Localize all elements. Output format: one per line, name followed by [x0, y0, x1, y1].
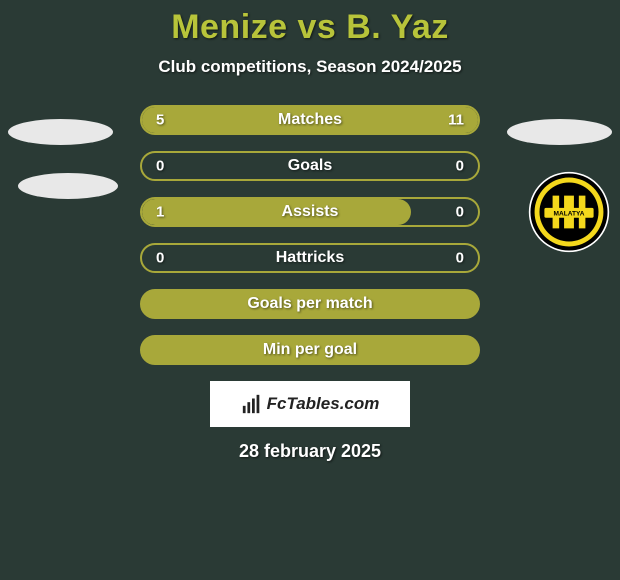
fctables-attribution: FcTables.com: [210, 381, 410, 427]
subtitle: Club competitions, Season 2024/2025: [0, 57, 620, 77]
stat-label: Min per goal: [142, 341, 478, 359]
stat-row: Goals per match: [140, 289, 480, 319]
stat-row: Min per goal: [140, 335, 480, 365]
stat-label: Assists: [142, 203, 478, 221]
fctables-label: FcTables.com: [267, 394, 380, 414]
club-logo-right: MALATYA: [528, 171, 610, 253]
stat-label: Hattricks: [142, 249, 478, 267]
stat-row: 511Matches: [140, 105, 480, 135]
malatya-logo-icon: MALATYA: [528, 171, 610, 253]
stat-row: 00Goals: [140, 151, 480, 181]
player-left-placeholder-1: [8, 119, 113, 145]
date-label: 28 february 2025: [0, 441, 620, 462]
page-title: Menize vs B. Yaz: [0, 0, 620, 47]
stat-label: Goals per match: [142, 295, 478, 313]
player-right-placeholder: [507, 119, 612, 145]
player-left-placeholder-2: [18, 173, 118, 199]
logo-text: MALATYA: [554, 210, 585, 217]
stat-label: Goals: [142, 157, 478, 175]
stat-label: Matches: [142, 111, 478, 129]
stat-bars: 511Matches 00Goals 10Assists 00Hattricks Goa…: [140, 105, 480, 365]
comparison-container: MALATYA 511Matches 00Goals 10Assists 00Hatt…: [0, 105, 620, 365]
stat-row: 00Hattricks: [140, 243, 480, 273]
chart-bars-icon: [241, 393, 263, 415]
stat-row: 10Assists: [140, 197, 480, 227]
